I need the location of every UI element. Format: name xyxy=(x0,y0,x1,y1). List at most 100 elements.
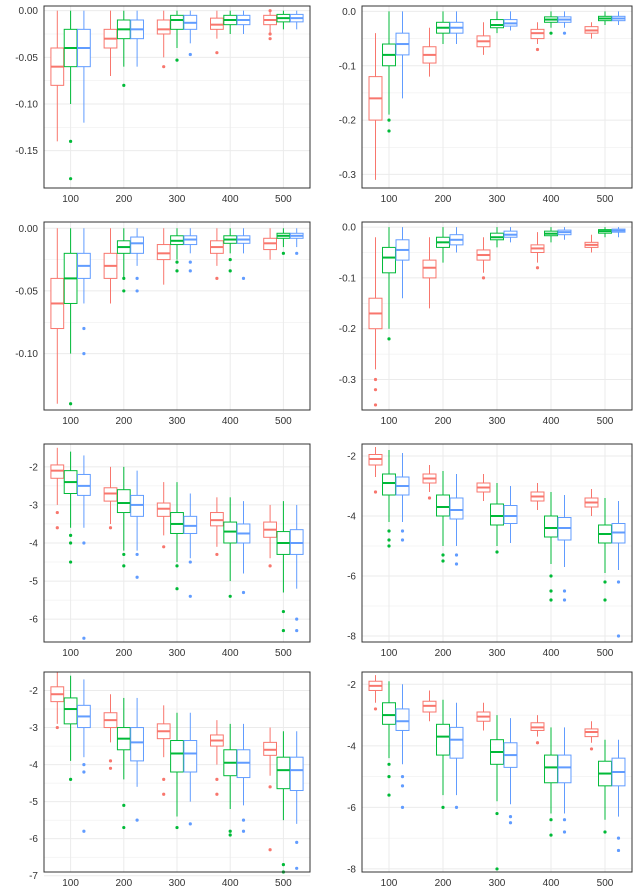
box-iqr xyxy=(544,515,558,538)
box-iqr xyxy=(503,505,518,524)
box-series_b-300 xyxy=(170,228,184,273)
box-series_c-300 xyxy=(183,228,198,273)
box-series_b-500 xyxy=(598,11,612,26)
outlier-point xyxy=(441,553,445,557)
outlier-point xyxy=(188,822,192,826)
outlier-point xyxy=(454,562,459,566)
x-tick-label: 400 xyxy=(222,194,239,205)
outlier-point xyxy=(387,529,391,533)
box-iqr xyxy=(156,19,171,35)
y-tick-label: -0.05 xyxy=(15,53,38,64)
panel-row4-left: -2 -3 -4 -5 -6 -7 100 200 300 400 500 xyxy=(2,668,316,892)
box-series_a-400 xyxy=(210,228,224,280)
outlier-point xyxy=(175,825,179,830)
outlier-point xyxy=(108,759,113,763)
box-series_b-500 xyxy=(276,731,291,874)
y-tick-label: -2 xyxy=(29,462,38,473)
box-series_b-300 xyxy=(490,11,504,34)
outlier-point xyxy=(69,541,73,545)
y-tick-label: -0.3 xyxy=(339,170,357,181)
x-tick-label: 100 xyxy=(381,648,398,659)
y-tick-label: -2 xyxy=(347,680,356,691)
box-iqr xyxy=(436,494,450,517)
box-series_a-300 xyxy=(476,474,491,501)
box-series_b-100 xyxy=(63,228,78,406)
y-tick-label: 0.0 xyxy=(342,7,356,18)
box-series_c-100 xyxy=(395,453,410,542)
box-series_c-200 xyxy=(130,697,144,822)
box-series_b-400 xyxy=(544,227,558,243)
outlier-point xyxy=(268,32,272,36)
y-tick-label: -6 xyxy=(29,615,38,626)
outlier-point xyxy=(295,866,299,870)
x-tick-label: 400 xyxy=(543,648,560,659)
outlier-point xyxy=(122,276,126,280)
outlier-point xyxy=(82,636,86,640)
plot-frame xyxy=(361,5,633,189)
box-series_c-400 xyxy=(557,227,572,240)
box-iqr xyxy=(490,503,504,526)
outlier-point xyxy=(162,65,166,69)
x-tick-label: 300 xyxy=(489,416,506,427)
x-tick-label: 100 xyxy=(381,416,398,427)
box-series_a-100 xyxy=(50,447,65,530)
plot-frame xyxy=(43,221,311,411)
outlier-point xyxy=(373,388,378,392)
outlier-point xyxy=(454,805,459,809)
outlier-point xyxy=(175,564,179,568)
outlier-point xyxy=(228,269,232,273)
box-iqr xyxy=(130,727,144,762)
outlier-point xyxy=(162,792,166,796)
outlier-point xyxy=(188,269,192,273)
outlier-point xyxy=(135,818,139,822)
outlier-point xyxy=(549,31,553,35)
x-tick-label: 500 xyxy=(275,648,292,659)
box-series_b-500 xyxy=(598,739,612,834)
outlier-point xyxy=(69,177,73,181)
plot-frame xyxy=(361,671,633,873)
x-tick-label: 300 xyxy=(169,416,186,427)
outlier-point xyxy=(69,777,73,782)
x-tick-label: 200 xyxy=(115,194,132,205)
outlier-point xyxy=(427,496,432,500)
outlier-point xyxy=(387,762,391,766)
box-series_c-300 xyxy=(503,718,518,825)
outlier-point xyxy=(508,815,513,819)
outlier-point xyxy=(162,777,166,782)
box-series_a-400 xyxy=(530,483,545,510)
box-series_c-200 xyxy=(449,474,464,566)
plot-frame xyxy=(43,671,311,873)
box-series_b-400 xyxy=(223,497,238,598)
box-series_c-300 xyxy=(183,10,198,57)
outlier-point xyxy=(188,594,192,598)
outlier-point xyxy=(562,31,567,35)
outlier-point xyxy=(55,510,59,515)
x-tick-label: 400 xyxy=(543,416,560,427)
outlier-point xyxy=(508,821,513,825)
outlier-point xyxy=(175,58,179,62)
chart-svg: -2 -4 -6 -8 100 200 300 400 500 xyxy=(347,671,633,889)
box-series_a-100 xyxy=(368,237,383,407)
box-iqr xyxy=(170,740,184,773)
box-series_a-300 xyxy=(476,702,491,731)
chart-svg: -2 -4 -6 -8 100 200 300 400 500 xyxy=(347,443,633,659)
x-tick-label: 100 xyxy=(62,416,79,427)
outlier-point xyxy=(400,775,405,779)
box-series_a-100 xyxy=(50,672,65,730)
outlier-point xyxy=(562,830,567,834)
box-series_a-100 xyxy=(368,447,383,494)
outlier-point xyxy=(228,829,232,833)
x-tick-label: 400 xyxy=(222,416,239,427)
outlier-point xyxy=(69,139,73,143)
outlier-point xyxy=(616,580,621,584)
x-tick-label: 300 xyxy=(489,194,506,205)
outlier-point xyxy=(241,590,246,595)
outlier-point xyxy=(387,538,391,542)
plot-frame xyxy=(43,443,311,643)
chart-svg: 0.0 -0.1 -0.2 -0.3 100 200 300 400 500 xyxy=(339,221,633,427)
box-series_a-500 xyxy=(584,721,599,751)
y-tick-label: -0.05 xyxy=(15,286,38,297)
box-iqr xyxy=(436,723,450,756)
panel-row3-left: -2 -3 -4 -5 -6 100 200 300 400 500 xyxy=(2,440,316,662)
outlier-point xyxy=(495,550,499,554)
